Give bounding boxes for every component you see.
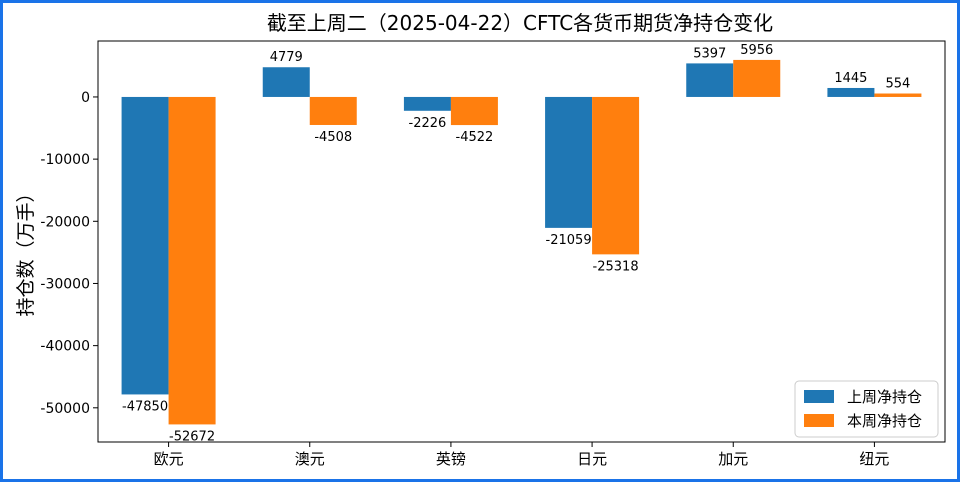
y-tick-label: 0 [81,90,90,106]
x-tick-label: 英镑 [436,450,466,468]
x-tick-label: 日元 [577,450,607,468]
bar-last-week [545,96,593,228]
y-tick-label: -30000 [40,276,90,292]
chart-title: 截至上周二（2025-04-22）CFTC各货币期货净持仓变化 [267,11,773,35]
bar-this-week [592,96,640,255]
data-label: 1445 [834,71,867,86]
bar-this-week [733,59,781,97]
bar-this-week [309,96,357,125]
y-tick-label: -40000 [40,339,90,355]
data-label: -2226 [409,116,447,131]
bar-last-week [686,63,734,97]
data-label: -21059 [546,233,592,248]
bar-last-week [403,96,451,111]
plot-area: 0-10000-20000-30000-40000-50000欧元-47850-… [40,40,946,468]
x-tick-label: 欧元 [154,450,184,468]
legend-label: 上周净持仓 [847,388,922,406]
data-label: 4779 [270,50,303,65]
data-label: -4522 [456,130,494,145]
bar-this-week [874,93,922,97]
y-tick-label: -50000 [40,401,90,417]
legend-label: 本周净持仓 [847,412,922,430]
data-label: 554 [886,77,911,92]
y-tick-label: -10000 [40,152,90,168]
x-tick-label: 加元 [718,450,748,468]
bar-this-week [450,96,498,126]
bar-last-week [262,67,310,97]
x-tick-label: 澳元 [295,450,325,468]
data-label: 5397 [693,46,726,61]
plot-frame [97,40,946,443]
bar-this-week [168,96,216,425]
data-label: -47850 [122,399,168,414]
data-label: -25318 [593,259,639,274]
legend-swatch [804,390,834,403]
y-tick-label: -20000 [40,214,90,230]
data-label: -4508 [314,130,352,145]
data-label: 5956 [740,43,773,58]
legend-swatch [804,414,834,427]
data-label: -52672 [169,429,215,444]
bar-last-week [121,96,169,395]
bar-last-week [827,87,875,97]
y-axis-label: 持仓数（万手） [15,183,37,316]
x-tick-label: 纽元 [859,450,889,468]
